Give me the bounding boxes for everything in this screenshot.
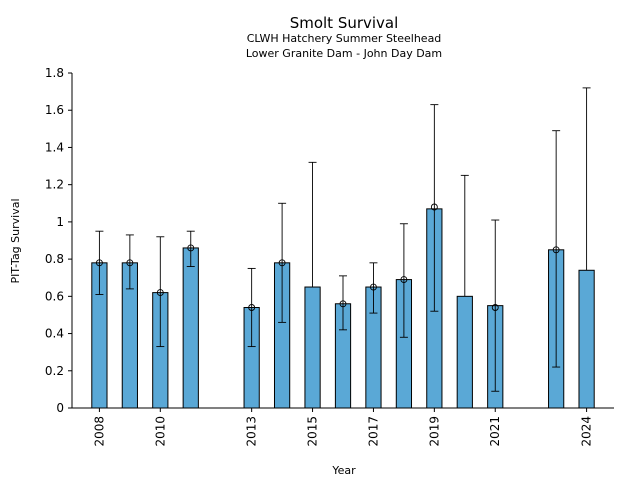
x-axis-ticks: 2008 2010 2013 2015 2017 2019 2021 2024 — [92, 408, 594, 447]
y-tick-label: 0 — [56, 401, 64, 415]
point-estimate-2014 — [278, 259, 286, 267]
y-tick-label: 0.4 — [45, 327, 64, 341]
y-tick-label: 0.8 — [45, 252, 64, 266]
chart-title: Smolt Survival — [290, 14, 399, 32]
point-estimate-2018 — [400, 276, 408, 284]
point-estimate-2009 — [126, 259, 134, 267]
point-estimate-2013 — [248, 304, 256, 311]
x-tick-label: 2021 — [488, 416, 502, 447]
x-tick-label: 2024 — [580, 416, 594, 447]
x-tick-label: 2013 — [245, 416, 259, 447]
y-tick-label: 0.2 — [45, 364, 64, 378]
y-tick-label: 0.6 — [45, 289, 64, 303]
chart-subtitle-line-2: Lower Granite Dam - John Day Dam — [246, 47, 442, 60]
error-bars-layer — [95, 87, 591, 392]
bar-2020 — [456, 295, 473, 409]
y-tick-label: 1.6 — [45, 103, 64, 117]
chart-subtitle-line-1: CLWH Hatchery Summer Steelhead — [247, 32, 442, 45]
y-axis-ticks: 0 0.2 0.4 0.6 0.8 1 1.2 1.4 1.6 1.8 — [45, 66, 72, 415]
point-estimate-2017 — [369, 283, 377, 291]
bar-2015 — [304, 286, 321, 409]
point-estimate-2008 — [95, 259, 103, 267]
point-estimate-2019 — [430, 203, 438, 211]
y-axis-label: PIT-Tag Survival — [9, 198, 22, 283]
point-estimate-2023 — [552, 246, 560, 254]
y-tick-label: 1.2 — [45, 178, 64, 192]
x-tick-label: 2019 — [427, 416, 441, 447]
x-tick-label: 2017 — [366, 416, 380, 447]
bar-2024 — [578, 269, 595, 409]
y-tick-label: 1.8 — [45, 66, 64, 80]
point-estimate-2016 — [339, 300, 347, 308]
y-tick-label: 1 — [56, 215, 64, 229]
x-tick-label: 2015 — [306, 416, 320, 447]
y-tick-label: 1.4 — [45, 140, 64, 154]
point-estimate-2011 — [187, 244, 195, 252]
point-estimate-2021 — [491, 304, 499, 311]
point-estimate-2010 — [156, 289, 164, 297]
x-tick-label: 2010 — [153, 416, 167, 447]
x-tick-label: 2008 — [92, 416, 106, 447]
bar-2011 — [182, 247, 199, 409]
x-axis-label: Year — [331, 464, 356, 477]
